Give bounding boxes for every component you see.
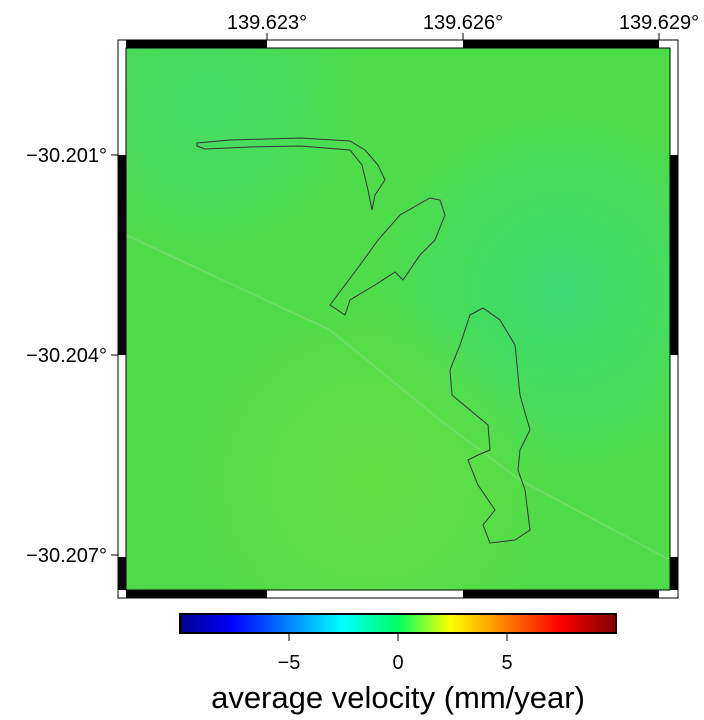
lon-label: 139.629°	[619, 12, 699, 34]
colorbar-tick-label: −5	[278, 652, 301, 674]
lat-label: −30.207°	[26, 545, 107, 567]
colorbar-label: average velocity (mm/year)	[211, 680, 585, 715]
lat-label: −30.204°	[26, 345, 107, 367]
colorbar	[180, 614, 616, 633]
map-area	[126, 48, 670, 590]
colorbar-tick-label: 0	[392, 652, 403, 674]
map-figure: average velocity (mm/year) 139.623° 139.6…	[0, 0, 704, 715]
lon-label: 139.623°	[227, 12, 307, 34]
lat-label: −30.201°	[26, 145, 107, 167]
lon-label: 139.626°	[423, 12, 503, 34]
colorbar-tick-label: 5	[501, 652, 512, 674]
